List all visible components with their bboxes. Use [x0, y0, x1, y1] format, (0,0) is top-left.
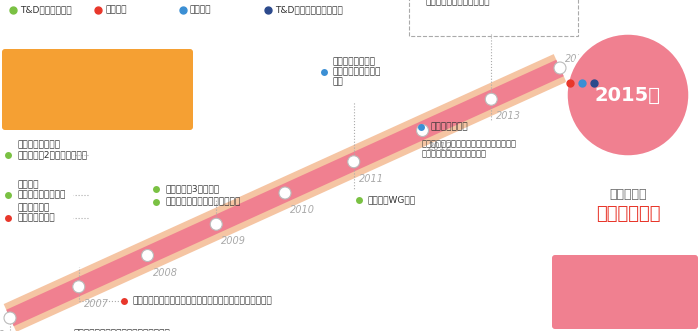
- Text: 育休復帰支援
プログラム導入: 育休復帰支援 プログラム導入: [17, 203, 55, 223]
- Text: 2007: 2007: [84, 299, 108, 309]
- Text: 2013: 2013: [496, 111, 522, 121]
- Text: 推進: 推進: [616, 300, 634, 314]
- Text: ワーク・ライフ・バランス: ワーク・ライフ・バランス: [50, 74, 146, 87]
- Text: 推進: 推進: [88, 99, 106, 114]
- Text: 女性活躍WG設置: 女性活躍WG設置: [368, 195, 416, 204]
- Text: 大同生命: 大同生命: [190, 6, 211, 15]
- Circle shape: [210, 218, 223, 230]
- Text: 2011: 2011: [358, 174, 384, 184]
- Circle shape: [554, 62, 566, 74]
- Text: 女性活躍: 女性活躍: [607, 274, 643, 289]
- Text: 2015年: 2015年: [595, 85, 661, 105]
- Text: 2006: 2006: [0, 330, 5, 331]
- Circle shape: [73, 281, 85, 293]
- Text: 2009: 2009: [221, 236, 246, 246]
- Circle shape: [279, 187, 291, 199]
- Text: コアタイムのない
フルフレックス制度を導入: コアタイムのない フルフレックス制度を導入: [426, 0, 490, 6]
- Text: 2010: 2010: [290, 205, 315, 215]
- Text: 職群制度を廃止し、転動の有無のみによる
「全国型」「地域型」に再編: 職群制度を廃止し、転動の有無のみによる 「全国型」「地域型」に再編: [421, 139, 517, 159]
- Circle shape: [348, 156, 360, 168]
- Text: 女性活躍推進行動計画を
策定・公表: 女性活躍推進行動計画を 策定・公表: [603, 73, 662, 93]
- Text: 職群統合・再編: 職群統合・再編: [430, 123, 468, 132]
- Text: T&Dフィナンシャル生命: T&Dフィナンシャル生命: [275, 6, 343, 15]
- FancyBboxPatch shape: [2, 49, 193, 130]
- Text: 2014: 2014: [565, 54, 590, 64]
- Text: ステージは: ステージは: [609, 188, 647, 201]
- Text: 職群統合　総合職・一般職の職群を統合: 職群統合 総合職・一般職の職群を統合: [74, 329, 171, 331]
- Text: 太陽生命: 太陽生命: [105, 6, 127, 15]
- Circle shape: [4, 312, 16, 324]
- Text: 2012: 2012: [428, 143, 452, 153]
- FancyBboxPatch shape: [552, 255, 698, 329]
- Text: 短時間勤務（小学校就学まで）: 短時間勤務（小学校就学まで）: [165, 198, 241, 207]
- Circle shape: [485, 93, 497, 105]
- Text: 一般職人事制度改定　エリア総合職、職種転換制度の導入: 一般職人事制度改定 エリア総合職、職種転換制度の導入: [133, 296, 272, 305]
- Ellipse shape: [566, 33, 690, 157]
- Circle shape: [416, 124, 428, 136]
- Text: 本社ビル
夜間一斉消灯の開始: 本社ビル 夜間一斉消灯の開始: [17, 180, 65, 200]
- Text: 男性育休取得促進
（育児休業2週間の有給化）: 男性育休取得促進 （育児休業2週間の有給化）: [17, 140, 87, 160]
- Text: T&D保険グループ: T&D保険グループ: [20, 6, 71, 15]
- Text: 働き方改革へ: 働き方改革へ: [596, 205, 660, 223]
- Circle shape: [141, 250, 153, 261]
- Text: 2008: 2008: [153, 267, 178, 277]
- Text: ファミリー転勤／
ジョブリターン制度
導入: ファミリー転勤／ ジョブリターン制度 導入: [332, 57, 381, 87]
- Text: 育休延長（3歳まで）: 育休延長（3歳まで）: [165, 185, 219, 194]
